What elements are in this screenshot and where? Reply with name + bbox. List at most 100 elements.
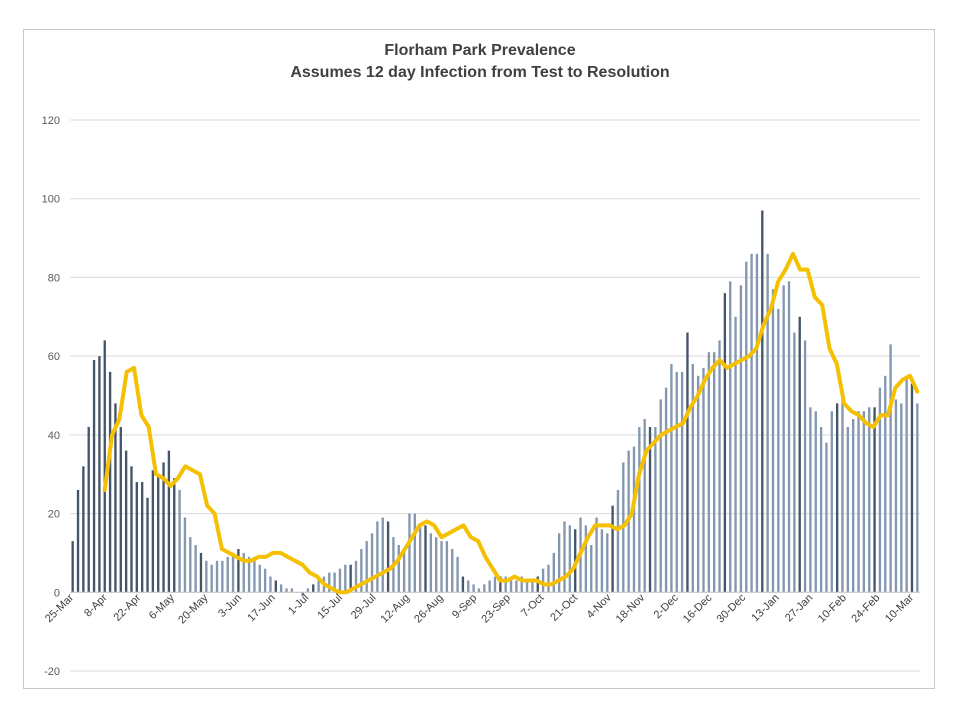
y-tick-label: -20 <box>44 666 60 678</box>
bar <box>301 592 304 597</box>
x-tick-label: 24-Feb <box>849 592 882 625</box>
bar <box>82 466 85 593</box>
bar <box>846 426 850 593</box>
x-tick-label: 29-Jul <box>349 592 379 622</box>
bar <box>873 407 876 593</box>
bar <box>515 580 518 593</box>
bar <box>702 367 705 593</box>
bar <box>151 470 155 593</box>
bar <box>531 580 534 593</box>
bar <box>194 545 197 593</box>
bar <box>290 588 294 593</box>
x-tick-label: 20-May <box>176 592 211 627</box>
x-tick-label: 9-Sep <box>450 592 479 621</box>
x-tick-label: 22-Apr <box>111 592 143 624</box>
bar <box>766 253 769 593</box>
y-tick-label: 40 <box>48 430 60 442</box>
y-tick-label: 80 <box>48 272 60 284</box>
bar <box>376 521 379 593</box>
bar <box>718 340 721 593</box>
bar <box>798 316 801 593</box>
bar <box>435 537 438 593</box>
bar <box>189 537 192 593</box>
x-tick-label: 26-Aug <box>412 592 446 626</box>
bar <box>862 411 866 593</box>
bar <box>734 316 737 593</box>
bar <box>424 525 427 593</box>
bar <box>787 281 791 593</box>
bar <box>894 399 898 593</box>
x-tick-label: 1-Jul <box>286 592 311 617</box>
bar <box>312 584 315 593</box>
bar <box>686 332 689 593</box>
x-tick-label: 8-Apr <box>82 592 110 620</box>
bar <box>119 426 122 593</box>
x-tick-label: 30-Dec <box>715 592 749 626</box>
bar <box>584 525 588 593</box>
rolling-line <box>102 251 920 595</box>
chart-subtitle: Assumes 12 day Infection from Test to Re… <box>290 64 670 81</box>
bar <box>402 548 406 593</box>
bar <box>547 564 550 593</box>
x-tick-label: 7-Oct <box>519 592 547 620</box>
bar <box>889 344 892 593</box>
y-tick-label: 0 <box>54 587 60 599</box>
bar <box>360 548 363 593</box>
bar <box>878 387 882 593</box>
bar <box>900 403 903 593</box>
bar <box>477 588 481 593</box>
bar <box>279 584 283 593</box>
bar <box>793 332 796 593</box>
daily-bars <box>71 210 919 597</box>
bar <box>328 572 331 593</box>
bar <box>242 552 245 593</box>
bar <box>467 580 470 593</box>
bar <box>365 541 368 593</box>
bar <box>146 497 149 593</box>
bar <box>745 261 748 593</box>
x-tick-label: 16-Dec <box>681 592 715 626</box>
bar <box>755 253 759 593</box>
y-tick-label: 20 <box>48 509 60 521</box>
bar <box>205 560 208 593</box>
bar <box>782 285 785 593</box>
bar <box>590 545 593 593</box>
bar <box>525 580 529 593</box>
bar <box>124 450 128 593</box>
bar <box>659 399 662 593</box>
bar <box>680 371 684 593</box>
bar <box>157 474 160 593</box>
bar <box>638 426 641 593</box>
bar <box>306 588 310 593</box>
bar <box>857 411 860 593</box>
bar <box>910 383 914 593</box>
bar <box>461 576 465 593</box>
bar <box>568 525 572 593</box>
x-tick-label: 21-Oct <box>548 592 580 624</box>
bar <box>162 462 165 593</box>
series-line <box>102 251 920 595</box>
bar <box>483 584 486 593</box>
bar <box>830 411 833 593</box>
bar <box>723 293 727 593</box>
bar <box>429 533 433 593</box>
bar <box>691 364 694 593</box>
x-tick-label: 3-Jun <box>216 592 244 620</box>
bar <box>247 556 251 593</box>
bar <box>98 356 101 593</box>
bar <box>670 364 673 593</box>
bar <box>472 584 475 593</box>
bar <box>595 517 598 593</box>
bar <box>916 403 919 593</box>
bar <box>536 576 539 593</box>
bar <box>317 580 320 593</box>
bar <box>905 375 908 593</box>
bar <box>643 419 646 593</box>
x-tick-label: 27-Jan <box>783 592 815 624</box>
bar <box>354 560 358 593</box>
bar <box>835 403 839 593</box>
bar <box>130 466 133 593</box>
x-tick-label: 13-Jan <box>749 592 781 624</box>
bar <box>274 580 277 593</box>
